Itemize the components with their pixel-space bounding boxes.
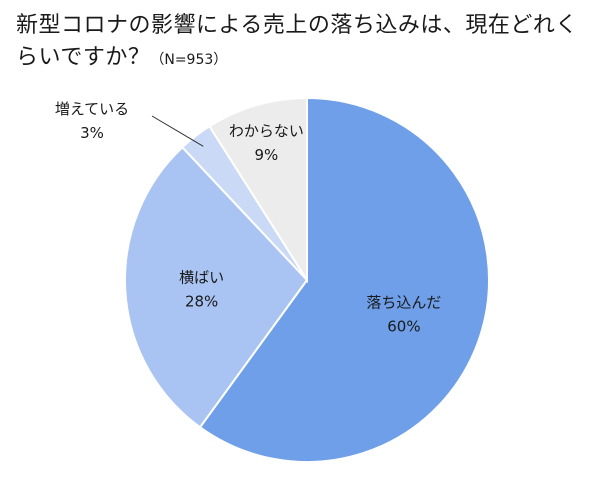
slice-label-increased: 増えている xyxy=(55,100,129,118)
sample-size-note: （N=953） xyxy=(150,52,228,68)
slice-value-unknown: 9% xyxy=(254,146,278,164)
slice-label-flat: 横ばい xyxy=(179,269,224,287)
slice-label-unknown: わからない xyxy=(229,122,304,140)
slice-label-fallen: 落ち込んだ xyxy=(366,293,441,311)
pie-slice-flat xyxy=(124,145,309,429)
leader-line-increased xyxy=(151,115,204,147)
chart-title-text: 新型コロナの影響による売上の落ち込みは、現在どれくらいですか？ xyxy=(16,13,578,70)
chart-title: 新型コロナの影響による売上の落ち込みは、現在どれくらいですか？（N=953） xyxy=(16,10,591,76)
slice-value-flat: 28% xyxy=(185,293,218,311)
slice-value-increased: 3% xyxy=(80,124,104,142)
pie-slice-unknown xyxy=(208,96,308,284)
slice-value-fallen: 60% xyxy=(387,317,420,335)
pie-slice-fallen xyxy=(198,96,490,463)
